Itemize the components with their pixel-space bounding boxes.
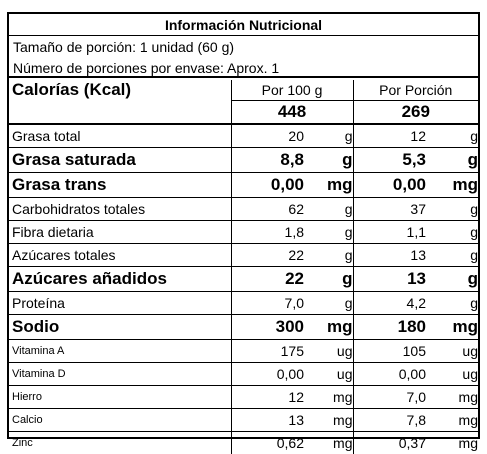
unit-per-serving: g <box>426 124 478 148</box>
unit-per-serving: ug <box>426 340 478 363</box>
value-per-serving: 13 <box>353 267 426 292</box>
value-per-100g: 0,00 <box>231 173 304 198</box>
nutrient-name: Sodio <box>9 315 231 340</box>
nutrition-facts-panel: Información Nutricional Tamaño de porció… <box>7 12 480 439</box>
value-per-100g: 20 <box>231 124 304 148</box>
panel-title: Información Nutricional <box>9 14 478 36</box>
nutrient-name: Grasa saturada <box>9 148 231 173</box>
value-per-serving: 0,00 <box>353 363 426 386</box>
value-per-100g: 1,8 <box>231 221 304 244</box>
calories-label: Calorías (Kcal) <box>9 80 231 101</box>
value-per-serving: 12 <box>353 124 426 148</box>
unit-per-100g: g <box>304 124 353 148</box>
unit-per-100g: mg <box>304 315 353 340</box>
per-serving-header: Por Porción <box>353 80 478 101</box>
unit-per-100g: g <box>304 267 353 292</box>
unit-per-serving: mg <box>426 432 478 454</box>
per-100g-header: Por 100 g <box>231 80 353 101</box>
nutrient-name: Proteína <box>9 292 231 315</box>
unit-per-100g: g <box>304 292 353 315</box>
value-per-serving: 0,00 <box>353 173 426 198</box>
value-per-100g: 0,62 <box>231 432 304 454</box>
calories-spacer <box>9 101 231 125</box>
nutrient-name: Hierro <box>9 386 231 409</box>
unit-per-100g: mg <box>304 409 353 432</box>
nutrient-name: Zinc <box>9 432 231 454</box>
value-per-serving: 7,0 <box>353 386 426 409</box>
unit-per-100g: ug <box>304 340 353 363</box>
header-row: Calorías (Kcal) Por 100 g Por Porción <box>9 80 478 101</box>
value-per-serving: 1,1 <box>353 221 426 244</box>
value-per-serving: 105 <box>353 340 426 363</box>
unit-per-serving: mg <box>426 386 478 409</box>
unit-per-serving: g <box>426 198 478 221</box>
value-per-serving: 4,2 <box>353 292 426 315</box>
unit-per-100g: mg <box>304 173 353 198</box>
nutrient-name: Azúcares totales <box>9 244 231 267</box>
value-per-100g: 13 <box>231 409 304 432</box>
value-per-serving: 0,37 <box>353 432 426 454</box>
nutrient-name: Calcio <box>9 409 231 432</box>
calories-per-100g: 448 <box>231 101 353 125</box>
calories-per-serving: 269 <box>353 101 478 125</box>
unit-per-100g: g <box>304 221 353 244</box>
value-per-serving: 5,3 <box>353 148 426 173</box>
value-per-100g: 8,8 <box>231 148 304 173</box>
value-per-serving: 13 <box>353 244 426 267</box>
value-per-serving: 7,8 <box>353 409 426 432</box>
unit-per-100g: g <box>304 198 353 221</box>
unit-per-100g: ug <box>304 363 353 386</box>
unit-per-serving: g <box>426 221 478 244</box>
unit-per-serving: g <box>426 148 478 173</box>
nutrient-table: Calorías (Kcal) Por 100 g Por Porción 44… <box>9 80 478 454</box>
unit-per-100g: mg <box>304 432 353 454</box>
nutrient-name: Grasa trans <box>9 173 231 198</box>
nutrient-name: Grasa total <box>9 124 231 148</box>
value-per-100g: 300 <box>231 315 304 340</box>
unit-per-serving: mg <box>426 315 478 340</box>
serving-size: Tamaño de porción: 1 unidad (60 g) <box>9 36 478 58</box>
value-per-100g: 175 <box>231 340 304 363</box>
value-per-100g: 7,0 <box>231 292 304 315</box>
value-per-100g: 62 <box>231 198 304 221</box>
unit-per-100g: g <box>304 244 353 267</box>
calories-row: 448 269 <box>9 101 478 125</box>
nutrient-name: Vitamina A <box>9 340 231 363</box>
value-per-100g: 22 <box>231 267 304 292</box>
nutrient-name: Azúcares añadidos <box>9 267 231 292</box>
unit-per-serving: g <box>426 267 478 292</box>
servings-per-container: Número de porciones por envase: Aprox. 1 <box>9 58 478 78</box>
unit-per-serving: g <box>426 292 478 315</box>
nutrient-name: Fibra dietaria <box>9 221 231 244</box>
nutrient-name: Vitamina D <box>9 363 231 386</box>
value-per-100g: 0,00 <box>231 363 304 386</box>
unit-per-serving: mg <box>426 173 478 198</box>
nutrient-name: Carbohidratos totales <box>9 198 231 221</box>
unit-per-serving: ug <box>426 363 478 386</box>
value-per-serving: 180 <box>353 315 426 340</box>
value-per-100g: 22 <box>231 244 304 267</box>
unit-per-serving: g <box>426 244 478 267</box>
value-per-serving: 37 <box>353 198 426 221</box>
unit-per-100g: g <box>304 148 353 173</box>
unit-per-100g: mg <box>304 386 353 409</box>
unit-per-serving: mg <box>426 409 478 432</box>
value-per-100g: 12 <box>231 386 304 409</box>
